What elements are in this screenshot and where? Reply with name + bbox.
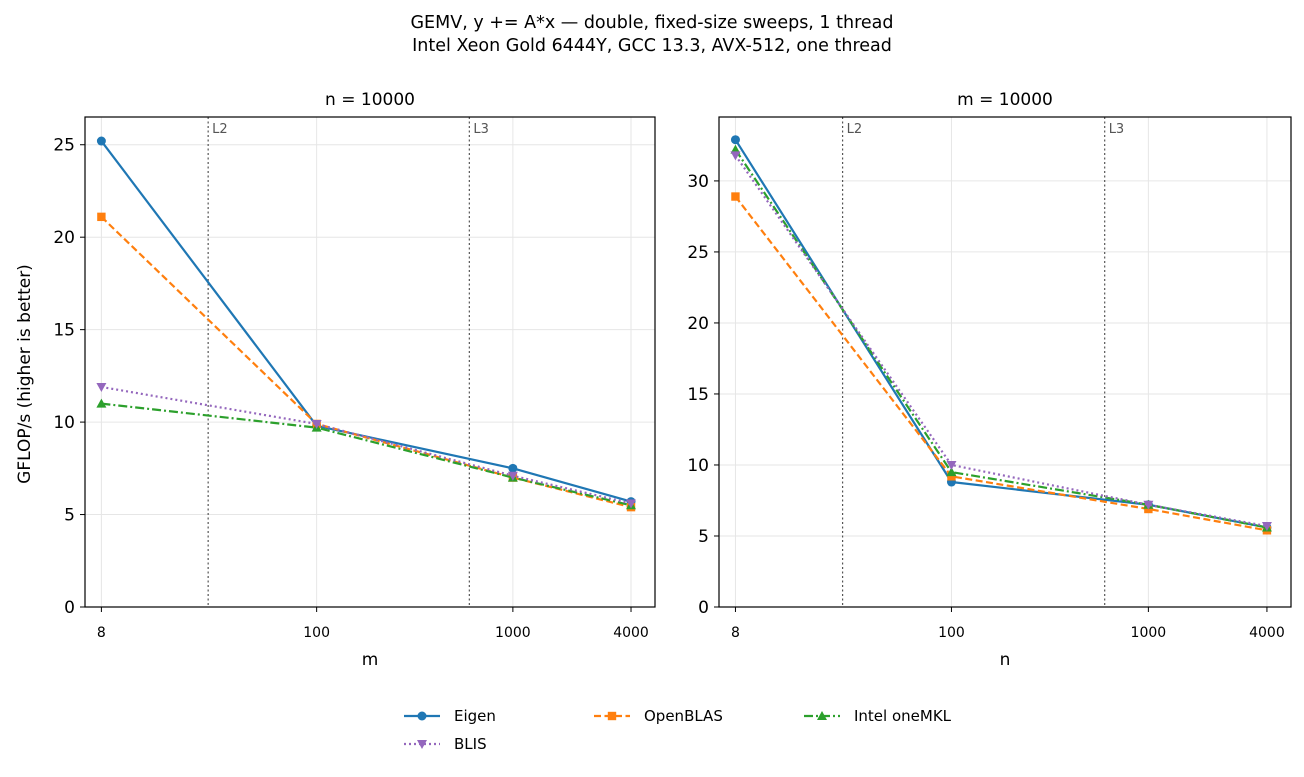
data-point: [946, 467, 957, 477]
legend-item-blis: BLIS: [400, 730, 487, 758]
y-tick-label: 20: [53, 228, 75, 248]
data-point: [730, 135, 740, 145]
legend-item-intel-onemkl: Intel oneMKL: [800, 702, 951, 730]
legend-swatch: [804, 711, 840, 720]
legend-item-eigen: Eigen: [400, 702, 496, 730]
series-line-openblas: [100, 216, 632, 509]
chart-panel-1: L2 L3 0 5 10 15 20 25 8 100 1000 4000 n = 10000 m GFLO…: [15, 90, 656, 670]
chart-panel-2: L2 L3 0 5 10 15 20 25 30 8 100 1000 4000 m = 10000 n: [687, 90, 1292, 670]
cache-label-l3: L3: [473, 122, 489, 137]
x-tick-label: 1000: [495, 625, 531, 641]
chart-legend: Eigen OpenBLAS Intel oneMKL BLIS: [400, 702, 951, 762]
legend-label: BLIS: [454, 735, 487, 753]
y-tick-label: 15: [687, 385, 709, 405]
panel-title: m = 10000: [957, 90, 1053, 110]
x-tick-label: 100: [938, 625, 965, 641]
data-point: [1261, 522, 1272, 532]
data-point: [1143, 500, 1154, 510]
series-line-blis: [101, 385, 632, 505]
data-point: [626, 499, 637, 509]
y-tick-label: 0: [698, 598, 709, 618]
x-tick-label: 4000: [1249, 625, 1285, 641]
legend-label: OpenBLAS: [644, 707, 723, 725]
x-axis-label: n: [1000, 650, 1011, 670]
cache-label-l2: L2: [212, 122, 228, 137]
figure-title-line-1: GEMV, y += A*x — double, fixed-size swee…: [410, 13, 894, 33]
series-line-eigen: [100, 140, 632, 503]
y-tick-label: 30: [687, 172, 709, 192]
legend-swatch: [404, 711, 440, 721]
y-tick-label: 5: [64, 506, 75, 526]
legend-swatch-marker: [607, 711, 617, 721]
y-tick-label: 0: [64, 598, 75, 618]
plot-frame: [718, 116, 1292, 608]
data-point: [96, 382, 107, 392]
series-line-intel-onemkl: [101, 402, 632, 507]
data-point: [311, 419, 322, 429]
series-line-blis: [734, 154, 1268, 528]
data-point: [947, 472, 956, 481]
y-tick-label: 20: [687, 314, 709, 334]
y-axis-label: GFLOP/s (higher is better): [15, 264, 35, 484]
y-tick-label: 10: [687, 456, 709, 476]
y-tick-label: 10: [53, 413, 75, 433]
legend-swatch: [594, 711, 630, 721]
x-tick-label: 100: [303, 625, 330, 641]
y-tick-label: 25: [53, 136, 75, 156]
legend-swatch-marker: [817, 711, 827, 720]
series-line-openblas: [734, 195, 1268, 532]
plot-frame: [84, 116, 656, 608]
cache-label-l2: L2: [847, 122, 863, 137]
figure-title-line-2: Intel Xeon Gold 6444Y, GCC 13.3, AVX-512…: [412, 36, 892, 56]
x-tick-label: 8: [731, 625, 740, 641]
data-point: [946, 460, 957, 470]
legend-swatch-marker: [417, 740, 427, 749]
data-point: [96, 136, 106, 146]
legend-item-openblas: OpenBLAS: [590, 702, 723, 730]
panel-title: n = 10000: [325, 90, 415, 110]
legend-swatch-marker: [417, 711, 427, 721]
y-tick-label: 15: [53, 321, 75, 341]
data-point: [508, 463, 518, 473]
cache-label-l3: L3: [1109, 122, 1125, 137]
data-point: [730, 151, 741, 161]
y-tick-label: 5: [698, 527, 709, 547]
data-point: [97, 212, 106, 222]
legend-label: Intel oneMKL: [854, 707, 952, 725]
legend-label: Eigen: [454, 707, 496, 725]
series-line-intel-onemkl: [734, 149, 1268, 529]
legend-swatch: [404, 740, 440, 749]
data-point: [96, 398, 107, 408]
y-tick-label: 25: [687, 243, 709, 263]
figure-title: GEMV, y += A*x — double, fixed-size swee…: [0, 12, 1304, 58]
x-tick-label: 1000: [1131, 625, 1167, 641]
x-tick-label: 4000: [613, 625, 649, 641]
data-point: [507, 471, 518, 481]
x-tick-label: 8: [97, 625, 106, 641]
series-line-eigen: [734, 139, 1268, 529]
x-axis-label: m: [362, 650, 379, 670]
data-point: [731, 192, 740, 201]
